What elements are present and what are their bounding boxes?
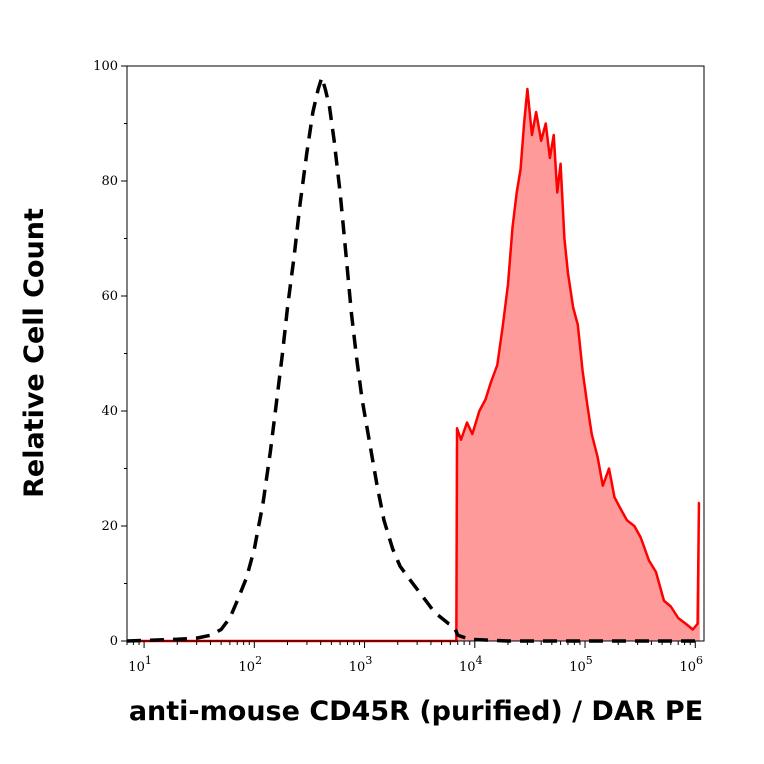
x-axis-title: anti-mouse CD45R (purified) / DAR PE	[129, 696, 703, 727]
y-tick-label-5: 100	[93, 59, 118, 74]
x-tick-label-1: 102	[239, 654, 263, 675]
x-tick-label-0: 101	[128, 654, 152, 675]
axes-layer: 0 20 40 60 80 100 101 102 103 104 105 106	[93, 59, 703, 675]
series-1-area	[127, 89, 700, 641]
y-axis-title: Relative Cell Count	[19, 208, 50, 498]
y-tick-label-4: 80	[101, 174, 118, 189]
y-tick-label-3: 60	[101, 289, 118, 304]
series-layer	[126, 75, 701, 643]
x-tick-label-4: 105	[569, 654, 593, 675]
series-1-line	[127, 87, 701, 643]
x-tick-label-2: 103	[349, 654, 373, 675]
x-tick-label-5: 106	[679, 654, 703, 675]
x-tick-label-3: 104	[459, 654, 483, 675]
y-tick-label-1: 20	[101, 519, 118, 534]
y-tick-label-0: 0	[110, 634, 118, 649]
y-tick-label-2: 40	[101, 404, 118, 419]
